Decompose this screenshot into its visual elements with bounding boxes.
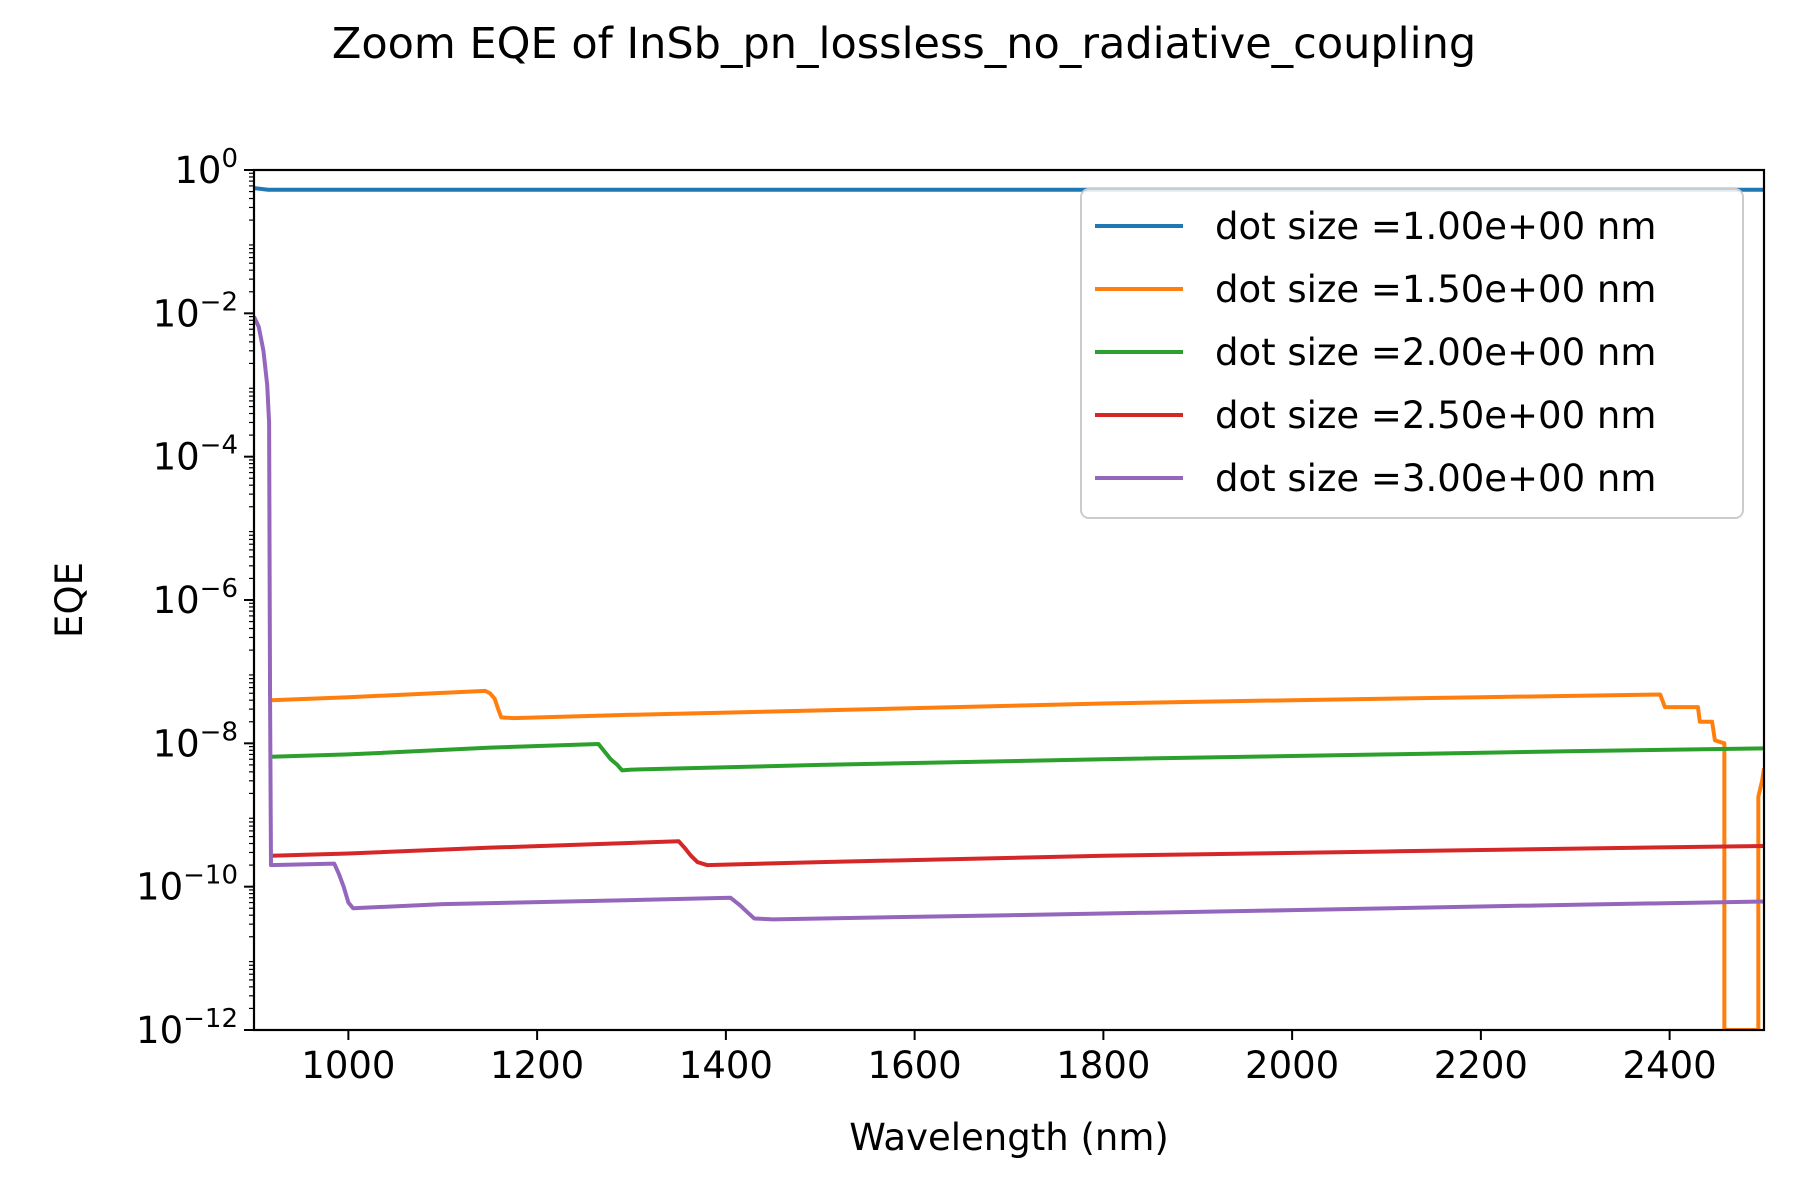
legend-label-4: dot size =2.50e+00 nm xyxy=(1215,394,1656,437)
y-tick-label: 10−12 xyxy=(136,1004,238,1052)
legend-label-2: dot size =1.50e+00 nm xyxy=(1215,268,1656,311)
x-tick-label: 1200 xyxy=(490,1044,584,1087)
chart-title: Zoom EQE of InSb_pn_lossless_no_radiativ… xyxy=(332,19,1476,69)
x-tick-label: 1400 xyxy=(679,1044,773,1087)
legend-box xyxy=(1080,188,1744,519)
legend-label-1: dot size =1.00e+00 nm xyxy=(1215,205,1656,248)
x-tick-label: 1800 xyxy=(1056,1044,1150,1087)
series-line-2 xyxy=(270,688,1764,1030)
legend-label-5: dot size =3.00e+00 nm xyxy=(1215,457,1656,500)
y-tick-label: 10−6 xyxy=(153,574,238,622)
legend-label-3: dot size =2.00e+00 nm xyxy=(1215,331,1656,374)
y-tick-label: 10−10 xyxy=(136,861,238,909)
series-line-5 xyxy=(254,315,1764,922)
y-axis-ticks: 10−12 10−10 10−8 10−6 10−4 10−2 100 xyxy=(136,144,254,1052)
x-tick-label: 1600 xyxy=(868,1044,962,1087)
x-tick-label: 1000 xyxy=(301,1044,395,1087)
y-tick-label: 10−4 xyxy=(153,431,238,479)
series-line-4 xyxy=(270,839,1764,868)
legend: dot size =1.00e+00 nm dot size =1.50e+00 … xyxy=(1080,188,1744,519)
y-axis-label: EQE xyxy=(48,562,91,638)
x-tick-label: 2400 xyxy=(1623,1044,1717,1087)
y-tick-label: 10−2 xyxy=(153,287,238,335)
y-tick-label: 10−8 xyxy=(153,717,238,765)
x-axis-ticks: 1000 1200 1400 1600 1800 2000 2200 2400 xyxy=(301,1030,1717,1087)
x-tick-label: 2200 xyxy=(1434,1044,1528,1087)
series-line-3 xyxy=(270,741,1764,773)
x-axis-label: Wavelength (nm) xyxy=(849,1116,1169,1159)
x-tick-label: 2000 xyxy=(1245,1044,1339,1087)
y-tick-label: 100 xyxy=(174,144,238,192)
